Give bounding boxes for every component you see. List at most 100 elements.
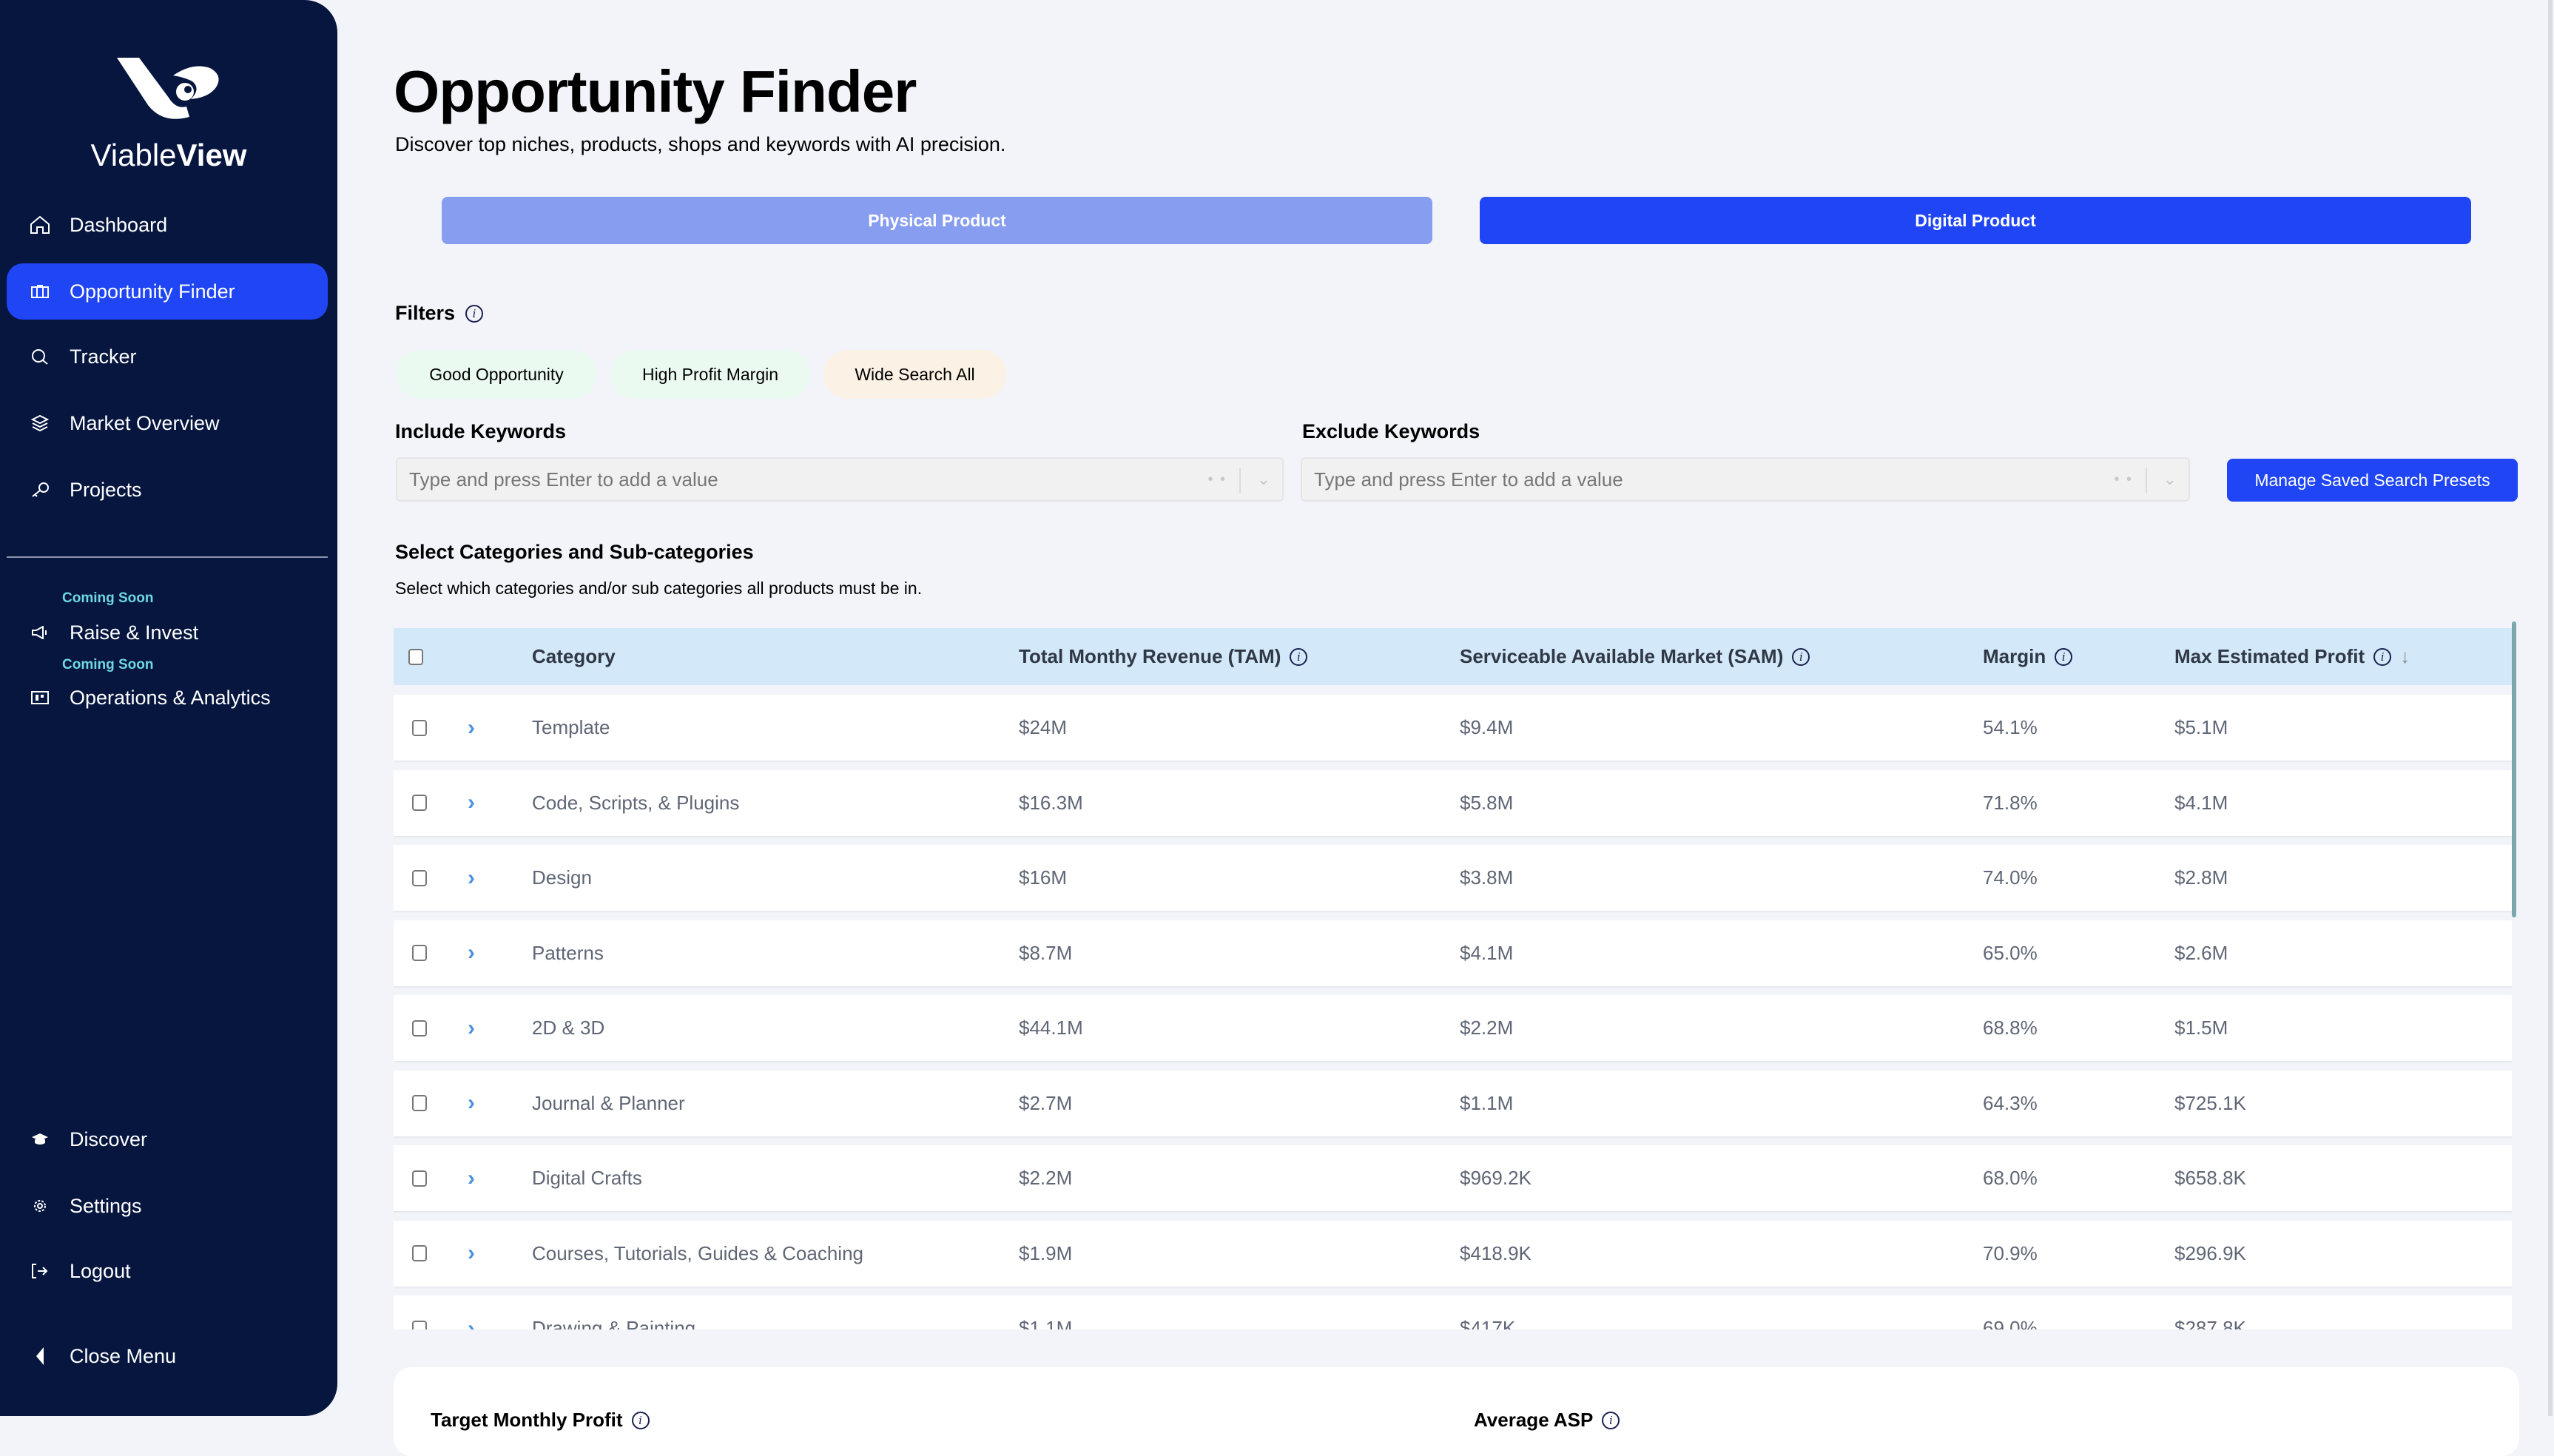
table-row[interactable]: › Drawing & Painting $1.1M $417K 69.0% $287.8… bbox=[394, 1295, 2512, 1329]
table-cell: $2.6M bbox=[2174, 941, 2228, 964]
close-menu-button[interactable]: Close Menu bbox=[7, 1328, 328, 1384]
info-icon[interactable]: i bbox=[1792, 647, 1810, 666]
chevron-right-icon[interactable]: › bbox=[468, 1165, 475, 1190]
table-cell: $5.1M bbox=[2174, 716, 2228, 738]
manage-presets-button[interactable]: Manage Saved Search Presets bbox=[2227, 459, 2518, 502]
info-icon[interactable]: i bbox=[465, 304, 484, 323]
categories-description: Select which categories and/or sub categ… bbox=[395, 579, 923, 598]
table-cell: $9.4M bbox=[1460, 716, 1514, 738]
table-cell: Template bbox=[532, 716, 610, 738]
row-checkbox[interactable] bbox=[412, 795, 427, 811]
table-cell: $1.1M bbox=[1460, 1091, 1514, 1114]
col-label: Category bbox=[532, 645, 616, 667]
search-icon bbox=[25, 348, 55, 365]
table-cell: $2.8M bbox=[2174, 866, 2228, 889]
table-cell: $2.2M bbox=[1019, 1167, 1073, 1189]
chip-good-opportunity[interactable]: Good Opportunity bbox=[396, 350, 597, 399]
col-category[interactable]: Category bbox=[532, 628, 616, 685]
row-checkbox[interactable] bbox=[412, 1095, 427, 1111]
summary-card: Target Monthly Profit i Average ASP i bbox=[394, 1367, 2519, 1456]
chevron-down-icon[interactable]: ⌄ bbox=[1256, 470, 1270, 488]
table-cell: $296.9K bbox=[2174, 1241, 2246, 1264]
sidebar-item-market-overview[interactable]: Market Overview bbox=[7, 395, 328, 451]
table-cell: Journal & Planner bbox=[532, 1091, 685, 1114]
row-checkbox[interactable] bbox=[412, 1170, 427, 1187]
row-checkbox[interactable] bbox=[412, 1245, 427, 1261]
table-row[interactable]: › 2D & 3D $44.1M $2.2M 68.8% $1.5M bbox=[394, 995, 2512, 1061]
table-row[interactable]: › Code, Scripts, & Plugins $16.3M $5.8M 71.8… bbox=[394, 769, 2512, 836]
page-scrollbar[interactable] bbox=[2548, 0, 2553, 1416]
table-row[interactable]: › Digital Crafts $2.2M $969.2K 68.0% $658.8K bbox=[394, 1145, 2512, 1211]
categories-heading: Select Categories and Sub-categories bbox=[395, 541, 754, 563]
table-cell: Courses, Tutorials, Guides & Coaching bbox=[532, 1241, 863, 1264]
coming-soon-badge: Coming Soon bbox=[62, 590, 154, 606]
row-checkbox[interactable] bbox=[412, 1019, 427, 1037]
dashboard-icon bbox=[25, 690, 55, 705]
chevron-right-icon[interactable]: › bbox=[468, 1015, 475, 1040]
col-sam[interactable]: Serviceable Available Market (SAM) i bbox=[1460, 628, 1810, 685]
table-cell: $4.1M bbox=[1460, 941, 1514, 964]
sidebar-item-opportunity-finder[interactable]: Opportunity Finder bbox=[7, 263, 328, 320]
filters-label: Filters bbox=[395, 302, 456, 324]
table-cell: $658.8K bbox=[2174, 1167, 2246, 1189]
sidebar-item-tracker[interactable]: Tracker bbox=[7, 328, 328, 385]
sidebar-item-label: Close Menu bbox=[70, 1344, 177, 1367]
sidebar-item-discover[interactable]: Discover bbox=[7, 1111, 328, 1167]
col-tam[interactable]: Total Monthy Revenue (TAM) i bbox=[1019, 628, 1308, 685]
info-icon[interactable]: i bbox=[2055, 647, 2073, 666]
table-row[interactable]: › Template $24M $9.4M 54.1% $5.1M bbox=[394, 695, 2512, 761]
col-margin[interactable]: Margin i bbox=[1983, 628, 2073, 685]
row-checkbox[interactable] bbox=[412, 869, 427, 886]
sidebar-item-label: Settings bbox=[70, 1194, 142, 1217]
loading-dots-icon: • • bbox=[2114, 471, 2133, 488]
sidebar-item-dashboard[interactable]: Dashboard bbox=[7, 197, 328, 253]
row-checkbox[interactable] bbox=[412, 1320, 427, 1329]
chevron-right-icon[interactable]: › bbox=[468, 790, 475, 815]
chevron-right-icon[interactable]: › bbox=[468, 1315, 475, 1330]
row-checkbox[interactable] bbox=[412, 719, 427, 736]
chevron-right-icon[interactable]: › bbox=[468, 715, 475, 740]
table-scrollbar[interactable] bbox=[2512, 621, 2516, 917]
graduation-cap-icon bbox=[25, 1132, 55, 1147]
table-cell: $5.8M bbox=[1460, 791, 1514, 814]
table-cell: $16.3M bbox=[1019, 791, 1083, 814]
row-checkbox[interactable] bbox=[412, 945, 427, 961]
table-row[interactable]: › Journal & Planner $2.7M $1.1M 64.3% $725.1K bbox=[394, 1070, 2512, 1136]
table-cell: 64.3% bbox=[1983, 1091, 2038, 1114]
select-all-checkbox[interactable] bbox=[408, 648, 423, 665]
chevron-down-icon[interactable]: ⌄ bbox=[2163, 470, 2177, 488]
viableview-logo bbox=[117, 58, 219, 119]
info-icon[interactable]: i bbox=[631, 1411, 650, 1429]
sidebar-item-raise-invest[interactable]: Raise & Invest bbox=[7, 599, 328, 651]
caret-left-icon bbox=[25, 1347, 55, 1365]
digital-product-tab[interactable]: Digital Product bbox=[1480, 197, 2471, 244]
sort-arrow-down-icon[interactable]: ↓ bbox=[2400, 645, 2410, 667]
label-text: Target Monthly Profit bbox=[431, 1409, 623, 1431]
table-row[interactable]: › Design $16M $3.8M 74.0% $2.8M bbox=[394, 845, 2512, 911]
chip-wide-search-all[interactable]: Wide Search All bbox=[823, 350, 1006, 399]
sidebar-item-projects[interactable]: Projects bbox=[7, 462, 328, 518]
sidebar-item-operations-analytics[interactable]: Operations & Analytics bbox=[7, 664, 328, 716]
chip-high-profit-margin[interactable]: High Profit Margin bbox=[610, 350, 810, 399]
col-max-profit[interactable]: Max Estimated Profit i ↓ bbox=[2174, 628, 2410, 685]
include-placeholder: Type and press Enter to add a value bbox=[409, 468, 718, 491]
layers-icon bbox=[25, 415, 55, 431]
info-icon[interactable]: i bbox=[2373, 647, 2392, 666]
info-icon[interactable]: i bbox=[1290, 647, 1308, 666]
include-keywords-input[interactable]: Type and press Enter to add a value • • ⌄ bbox=[396, 457, 1284, 502]
sidebar-item-settings[interactable]: Settings bbox=[7, 1178, 328, 1234]
table-row[interactable]: › Patterns $8.7M $4.1M 65.0% $2.6M bbox=[394, 920, 2512, 986]
page-title: Opportunity Finder bbox=[394, 58, 917, 124]
chevron-right-icon[interactable]: › bbox=[468, 865, 475, 890]
chevron-right-icon[interactable]: › bbox=[468, 1241, 475, 1265]
table-cell: Drawing & Painting bbox=[532, 1317, 696, 1329]
chevron-right-icon[interactable]: › bbox=[468, 1091, 475, 1115]
coming-soon-badge: Coming Soon bbox=[62, 657, 154, 673]
exclude-keywords-input[interactable]: Type and press Enter to add a value • • ⌄ bbox=[1301, 457, 2190, 502]
exclude-placeholder: Type and press Enter to add a value bbox=[1314, 468, 1623, 491]
info-icon[interactable]: i bbox=[1602, 1411, 1620, 1429]
sidebar-item-logout[interactable]: Logout bbox=[7, 1243, 328, 1299]
table-row[interactable]: › Courses, Tutorials, Guides & Coaching $1… bbox=[394, 1220, 2512, 1287]
chevron-right-icon[interactable]: › bbox=[468, 940, 475, 965]
physical-product-tab[interactable]: Physical Product bbox=[442, 197, 1432, 244]
